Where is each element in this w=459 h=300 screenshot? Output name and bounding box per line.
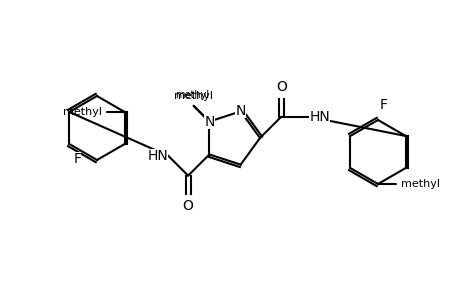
- Text: HN: HN: [147, 149, 168, 163]
- Text: methyl: methyl: [400, 179, 439, 189]
- Text: methyl: methyl: [174, 90, 208, 100]
- Text: N: N: [235, 104, 245, 118]
- Text: F: F: [73, 152, 81, 166]
- Text: methyl: methyl: [174, 91, 213, 101]
- Text: methyl: methyl: [62, 107, 101, 117]
- Text: F: F: [379, 98, 387, 112]
- Text: HN: HN: [308, 110, 329, 124]
- Text: O: O: [275, 80, 286, 94]
- Text: O: O: [182, 199, 193, 213]
- Text: N: N: [204, 115, 214, 128]
